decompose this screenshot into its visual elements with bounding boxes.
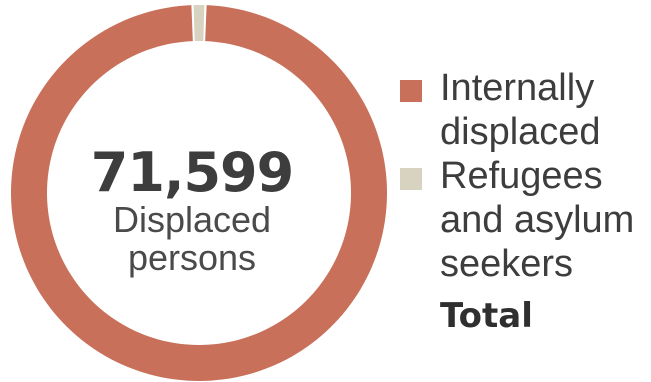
legend-label-refugees: Refugees and asylum seekers: [440, 155, 635, 285]
legend: Internally displaced Refugees and asylum…: [400, 66, 650, 338]
total-caption-line1: Displaced: [113, 199, 271, 240]
legend-label-internally-displaced: Internally displaced: [440, 67, 601, 153]
donut-chart: 71,599 Displaced persons: [10, 4, 387, 381]
donut-slices: [10, 4, 387, 381]
slice-refugees-and-asylum-seekers: [193, 4, 205, 42]
legend-swatch-refugees: [400, 168, 422, 190]
legend-item-refugees: Refugees and asylum seekers: [400, 154, 650, 286]
total-value: 71,599: [91, 141, 293, 204]
legend-total-label: Total: [440, 296, 533, 336]
legend-swatch-internally-displaced: [400, 80, 422, 102]
legend-item-internally-displaced: Internally displaced: [400, 66, 650, 154]
total-caption-line2: persons: [128, 237, 256, 278]
